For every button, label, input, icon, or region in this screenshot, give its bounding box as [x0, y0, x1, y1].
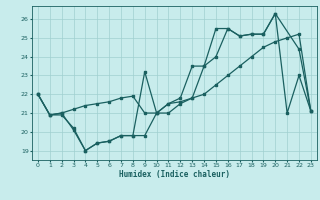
X-axis label: Humidex (Indice chaleur): Humidex (Indice chaleur): [119, 170, 230, 179]
